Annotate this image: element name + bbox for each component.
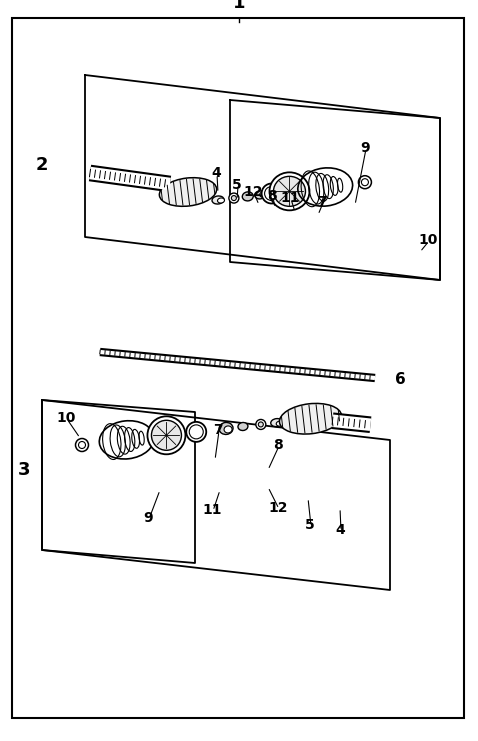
- Ellipse shape: [152, 420, 182, 451]
- Ellipse shape: [242, 192, 253, 201]
- Ellipse shape: [280, 403, 342, 434]
- Ellipse shape: [212, 196, 224, 204]
- Text: 10: 10: [56, 411, 76, 425]
- Ellipse shape: [270, 173, 309, 210]
- Ellipse shape: [358, 176, 371, 189]
- Text: 9: 9: [360, 141, 370, 155]
- Ellipse shape: [229, 193, 239, 203]
- Ellipse shape: [159, 178, 217, 206]
- Text: 9: 9: [143, 511, 153, 525]
- Text: 4: 4: [211, 166, 221, 180]
- Ellipse shape: [271, 419, 282, 427]
- Text: 5: 5: [305, 518, 315, 532]
- Text: 11: 11: [280, 191, 300, 205]
- Ellipse shape: [76, 439, 88, 451]
- Text: 10: 10: [418, 233, 438, 247]
- Text: 12: 12: [268, 501, 288, 515]
- Text: 3: 3: [18, 461, 30, 479]
- Ellipse shape: [260, 192, 266, 197]
- Text: 5: 5: [232, 178, 242, 192]
- Polygon shape: [42, 400, 195, 563]
- Ellipse shape: [238, 422, 248, 431]
- Ellipse shape: [224, 426, 232, 433]
- Text: 11: 11: [202, 503, 222, 517]
- Ellipse shape: [231, 196, 237, 201]
- Text: 4: 4: [335, 523, 345, 537]
- Ellipse shape: [261, 184, 282, 204]
- Ellipse shape: [217, 198, 225, 203]
- Ellipse shape: [147, 416, 185, 454]
- Ellipse shape: [219, 422, 233, 434]
- Text: 7: 7: [213, 423, 223, 437]
- Text: 8: 8: [273, 438, 283, 452]
- Text: 12: 12: [243, 185, 263, 199]
- Polygon shape: [42, 400, 390, 590]
- Ellipse shape: [276, 421, 283, 426]
- Text: 6: 6: [395, 373, 406, 388]
- Text: 8: 8: [267, 189, 277, 203]
- Text: 2: 2: [36, 156, 48, 174]
- Ellipse shape: [258, 422, 263, 427]
- Text: 1: 1: [233, 0, 245, 12]
- Polygon shape: [85, 75, 440, 280]
- Ellipse shape: [255, 191, 265, 199]
- Polygon shape: [230, 100, 440, 280]
- Text: 7: 7: [317, 195, 327, 209]
- Ellipse shape: [256, 419, 266, 430]
- Ellipse shape: [273, 176, 305, 206]
- Ellipse shape: [186, 422, 206, 442]
